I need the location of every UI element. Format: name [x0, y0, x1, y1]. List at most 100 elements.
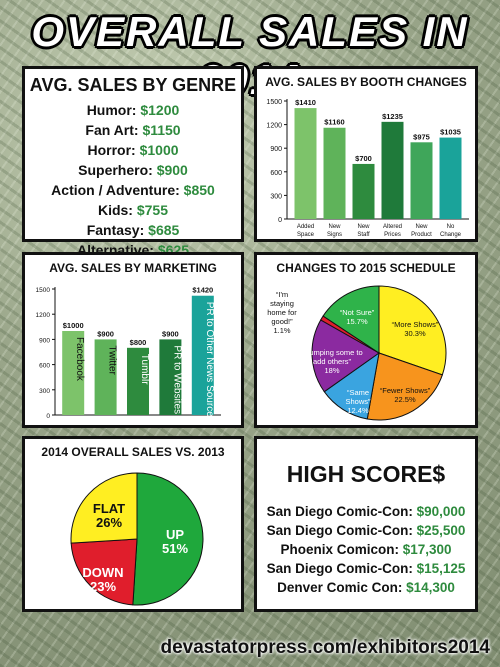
- bar: [410, 142, 433, 219]
- y-tick-label: 900: [270, 146, 282, 153]
- marketing-title: AVG. SALES BY MARKETING: [49, 261, 217, 275]
- genre-value: $900: [156, 162, 188, 178]
- page-title: OVERALL SALES IN 2014: [31, 8, 469, 103]
- highscore-value: $25,500: [416, 523, 466, 538]
- bar-category-label: Altered: [383, 224, 402, 230]
- y-tick-label: 1500: [266, 99, 282, 106]
- bar-category-label: Prices: [384, 232, 401, 238]
- y-tick-label: 300: [270, 193, 282, 200]
- pie-label-line: staying: [270, 299, 294, 308]
- bar: [352, 163, 375, 219]
- highscore-row: San Diego Comic-Con: $15,125: [257, 559, 475, 578]
- genre-row: Fantasy: $685: [25, 220, 241, 240]
- pie-label-line: FLAT: [93, 501, 125, 516]
- pie-label-line: “More Shows”: [392, 320, 439, 329]
- highscore-panel: HIGH SCORE$ San Diego Comic-Con: $90,000…: [254, 436, 478, 612]
- genre-value: $1200: [140, 102, 180, 118]
- genre-label: Fan Art:: [85, 122, 143, 138]
- bar-category-label: New: [415, 224, 428, 230]
- pie-label-line: home for: [267, 308, 297, 317]
- genre-value: $850: [183, 182, 215, 198]
- bar-category-label: No: [447, 224, 455, 230]
- booth-panel: AVG. SALES BY BOOTH CHANGES 0 300 600 900 12…: [254, 66, 478, 242]
- pie-pct-label: 51%: [162, 541, 188, 556]
- genre-row: Superhero: $900: [25, 160, 241, 180]
- bar: [62, 331, 85, 415]
- pie-label-line: good!”: [271, 317, 293, 326]
- bar-value-label: $1235: [382, 112, 403, 121]
- bar-category-label: PR to Other News Sources: [204, 302, 215, 422]
- bar-value-label: $1410: [295, 98, 316, 107]
- highscore-list: San Diego Comic-Con: $90,000 San Diego Co…: [257, 502, 475, 597]
- pie-pct-label: 26%: [96, 515, 122, 530]
- schedule-panel: CHANGES TO 2015 SCHEDULE “More Shows” 30.…: [254, 252, 478, 428]
- highscore-row: San Diego Comic-Con: $25,500: [257, 521, 475, 540]
- bar-category-label: Tumblr: [139, 354, 150, 385]
- genre-value: $1000: [139, 142, 179, 158]
- booth-title: AVG. SALES BY BOOTH CHANGES: [265, 75, 467, 89]
- pie-pct-label: 12.4%: [347, 406, 369, 415]
- highscore-row: Denver Comic Con: $14,300: [257, 578, 475, 597]
- bar: [159, 339, 182, 415]
- genre-row: Kids: $755: [25, 200, 241, 220]
- pie-label-line: DOWN: [82, 565, 123, 580]
- marketing-chart: 0 300 600 900 1200 1500 $1000 Facebook $900 Twitt…: [36, 286, 221, 422]
- genre-title: AVG. SALES BY GENRE: [29, 75, 237, 95]
- pie-slice: [70, 538, 138, 606]
- pie-slice: [322, 285, 380, 354]
- pie-pct-label: 30.3%: [404, 329, 426, 338]
- y-tick-label: 300: [39, 388, 50, 395]
- pie-pct-label: 18%: [324, 366, 339, 375]
- pie-label-line: “Same: [347, 388, 369, 397]
- bar-value-label: $975: [413, 132, 430, 141]
- genre-label: Humor:: [86, 102, 141, 118]
- bar-category-label: New: [328, 224, 341, 230]
- booth-chart: 0 300 600 900 1200 1500 $1410 Added Space $1160 Ne…: [266, 98, 469, 238]
- genre-row: Humor: $1200: [25, 100, 241, 120]
- marketing-panel: AVG. SALES BY MARKETING 0 300 600 900 1200 15…: [22, 252, 244, 428]
- pie-pct-label: 23%: [90, 579, 116, 594]
- genre-row: Action / Adventure: $850: [25, 180, 241, 200]
- pie-slice: [132, 472, 204, 606]
- highscore-label: San Diego Comic-Con:: [266, 561, 417, 576]
- pie-label-line: “Dumping some to: [301, 348, 362, 357]
- bar: [381, 121, 404, 219]
- footer-url[interactable]: devastatorpress.com/exhibitors2014: [160, 637, 491, 658]
- bar-category-label: PR to Websites: [171, 345, 182, 414]
- genre-label: Superhero:: [78, 162, 157, 178]
- pie-label-line: “I'm: [276, 290, 288, 299]
- genre-row: Horror: $1000: [25, 140, 241, 160]
- bar: [323, 127, 346, 219]
- bar-value-label: $900: [162, 329, 179, 338]
- overall-panel: 2014 OVERALL SALES VS. 2013 UP 51% DOWN 23%…: [22, 436, 244, 612]
- bar-value-label: $1000: [63, 321, 84, 330]
- bar-value-label: $700: [355, 154, 372, 163]
- highscore-value: $90,000: [416, 504, 466, 519]
- bar-category-label: Facebook: [74, 337, 85, 382]
- pie-label-line: “Fewer Shows”: [380, 386, 431, 395]
- pie-slice-label: “Fewer Shows”22.5%: [380, 386, 431, 404]
- bar-value-label: $1035: [440, 128, 461, 137]
- bar-category-label: Change: [440, 232, 462, 238]
- bar: [191, 295, 214, 415]
- bar: [439, 137, 462, 219]
- pie-pct-label: 1.1%: [273, 326, 290, 335]
- bar-value-label: $1420: [192, 286, 213, 295]
- highscore-value: $15,125: [416, 561, 466, 576]
- highscore-label: Phoenix Comicon:: [280, 542, 403, 557]
- bar: [294, 108, 317, 219]
- genre-label: Fantasy:: [86, 222, 149, 238]
- y-tick-label: 1500: [36, 287, 51, 294]
- pie-slice: [378, 285, 447, 376]
- pie-pct-label: 15.7%: [346, 317, 368, 326]
- y-tick-label: 600: [270, 170, 282, 177]
- y-tick-label: 1200: [266, 123, 282, 130]
- bar: [127, 347, 149, 415]
- pie-label-line: “Not Sure”: [340, 308, 375, 317]
- schedule-chart: “More Shows”30.3% “Fewer Shows”22.5% “Same…: [267, 285, 447, 421]
- highscore-label: Denver Comic Con:: [277, 580, 407, 595]
